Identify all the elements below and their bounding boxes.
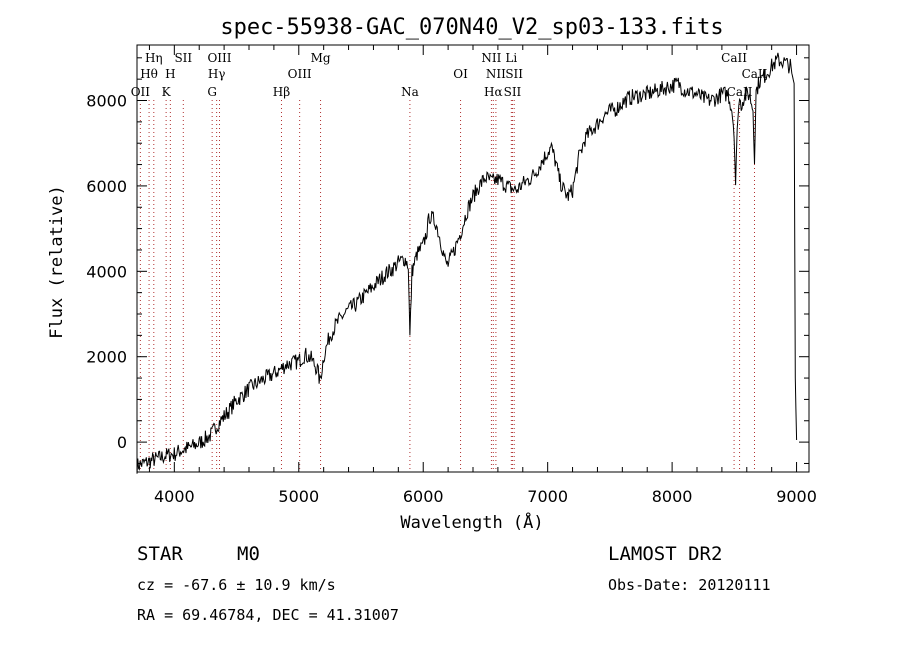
- line-marker-label: G: [207, 85, 217, 99]
- spectrum-flux-line: [136, 52, 798, 474]
- line-marker-label: OII: [131, 85, 151, 99]
- survey-name: LAMOST DR2: [608, 543, 722, 565]
- line-marker-label: K: [162, 85, 172, 99]
- line-marker-label: Hη: [145, 51, 163, 65]
- x-tick-label: 9000: [776, 487, 817, 506]
- chart-title: spec-55938-GAC_070N40_V2_sp03-133.fits: [220, 15, 723, 40]
- line-marker-label: H: [165, 67, 175, 81]
- line-marker-label: Li: [505, 51, 517, 65]
- object-class: STAR: [137, 543, 183, 565]
- x-tick-label: 5000: [278, 487, 319, 506]
- line-marker-label: NII: [486, 67, 506, 81]
- line-marker-label: SII: [505, 67, 523, 81]
- line-marker-label: OIII: [288, 67, 312, 81]
- coordinates: RA = 69.46784, DEC = 41.31007: [137, 606, 399, 624]
- y-tick-label: 2000: [86, 348, 127, 367]
- line-marker-label: SII: [174, 51, 192, 65]
- line-marker-label: Mg: [311, 51, 331, 65]
- axis-ticks: 4000 5000 6000 7000 8000 9000 0 2000 4000 6000 800…: [86, 45, 817, 506]
- x-tick-label: 6000: [403, 487, 444, 506]
- y-tick-label: 6000: [86, 177, 127, 196]
- y-tick-label: 8000: [86, 92, 127, 111]
- line-marker-label: OI: [453, 67, 468, 81]
- line-marker-label: Na: [401, 85, 419, 99]
- line-marker-label: CaII: [721, 51, 747, 65]
- line-marker-label: NII: [481, 51, 501, 65]
- plot-frame: [136, 44, 810, 473]
- y-tick-label: 4000: [86, 262, 127, 281]
- x-tick-label: 8000: [652, 487, 693, 506]
- redshift-cz: cz = -67.6 ± 10.9 km/s: [137, 576, 336, 594]
- line-marker-label: SII: [504, 85, 522, 99]
- line-marker-label: Hγ: [208, 67, 226, 81]
- line-marker-label: Hθ: [140, 67, 158, 81]
- line-marker-label: Hβ: [273, 85, 290, 99]
- y-axis-label: Flux (relative): [47, 185, 67, 339]
- series-layer: [136, 52, 798, 474]
- line-marker-label: Hα: [484, 85, 503, 99]
- line-marker-label: OIII: [207, 51, 231, 65]
- object-subclass: M0: [237, 543, 260, 565]
- x-tick-label: 4000: [154, 487, 195, 506]
- x-axis-label: Wavelength (Å): [400, 511, 543, 533]
- y-tick-label: 0: [117, 433, 127, 452]
- x-tick-label: 7000: [527, 487, 568, 506]
- observation-date: Obs-Date: 20120111: [608, 576, 771, 594]
